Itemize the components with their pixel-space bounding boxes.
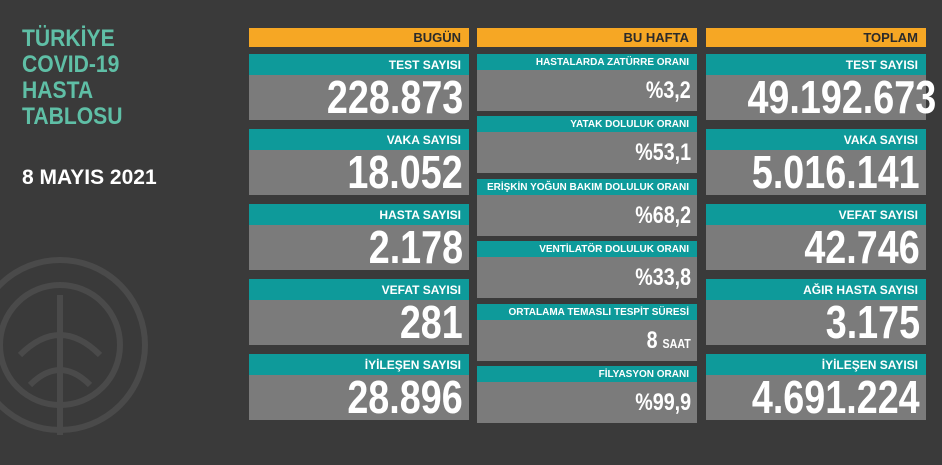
date: 8 MAYIS 2021 — [22, 166, 157, 189]
value-number: 4.691.224 — [752, 371, 920, 423]
value-number: %99,9 — [635, 389, 691, 416]
value-text: 42.746 — [804, 221, 920, 273]
stat-label: ORTALAMA TEMASLI TESPİT SÜRESİ — [477, 303, 697, 320]
column-header: TOPLAM — [706, 28, 926, 47]
value-text: %33,8 — [635, 257, 691, 298]
stat-label: VEFAT SAYISI — [706, 204, 926, 225]
value-number: 3.175 — [825, 296, 920, 348]
value-unit: SAAT — [662, 335, 691, 351]
value-number: 281 — [400, 296, 463, 348]
stat-card: ERİŞKİN YOĞUN BAKIM DOLULUK ORANI %68,2 — [477, 178, 697, 236]
value-text: 18.052 — [347, 146, 463, 198]
stat-label: İYİLEŞEN SAYISI — [249, 354, 469, 375]
value-text: 49.192.673 — [747, 71, 937, 123]
stat-card: FİLYASYON ORANI %99,9 — [477, 366, 697, 423]
stat-value: 2.178 — [249, 221, 469, 273]
stat-value: 228.873 — [249, 71, 469, 123]
value-number: 49.192.673 — [747, 71, 937, 123]
value-number: 28.896 — [347, 371, 463, 423]
stat-value: %99,9 — [477, 382, 697, 423]
value-text: %68,2 — [635, 195, 691, 236]
stat-card: VAKA SAYISI 5.016.141 — [706, 129, 926, 195]
value-number: %3,2 — [646, 77, 691, 104]
stat-value: 42.746 — [706, 221, 926, 273]
value-number: 228.873 — [326, 71, 463, 123]
stat-label: AĞIR HASTA SAYISI — [706, 279, 926, 300]
stat-value: %68,2 — [477, 195, 697, 236]
title-line: COVID-19 — [22, 51, 120, 78]
stat-card: VEFAT SAYISI 42.746 — [706, 204, 926, 270]
stat-value: 8 SAAT — [477, 320, 697, 361]
value-text: 8 SAAT — [647, 320, 691, 364]
stat-label: HASTALARDA ZATÜRRE ORANI — [477, 54, 697, 70]
title-line: TÜRKİYE — [22, 25, 115, 52]
stat-value: 4.691.224 — [706, 371, 926, 423]
value-text: %99,9 — [635, 382, 691, 423]
value-number: 2.178 — [368, 221, 463, 273]
title-line: HASTA — [22, 77, 94, 104]
title: TÜRKİYE COVID-19 HASTA TABLOSU — [22, 26, 136, 130]
value-text: 5.016.141 — [752, 146, 920, 198]
stat-value: 18.052 — [249, 146, 469, 198]
stat-card: VEFAT SAYISI 281 — [249, 279, 469, 345]
stat-label: ERİŞKİN YOĞUN BAKIM DOLULUK ORANI — [477, 178, 697, 195]
value-text: 3.175 — [825, 296, 920, 348]
value-number: 42.746 — [804, 221, 920, 273]
stat-value: %33,8 — [477, 257, 697, 298]
stat-value: %53,1 — [477, 132, 697, 173]
stat-label: HASTA SAYISI — [249, 204, 469, 225]
stat-label: TEST SAYISI — [706, 54, 926, 75]
stat-label: VEFAT SAYISI — [249, 279, 469, 300]
value-text: 28.896 — [347, 371, 463, 423]
value-text: 2.178 — [368, 221, 463, 273]
stat-card: ORTALAMA TEMASLI TESPİT SÜRESİ 8 SAAT — [477, 303, 697, 361]
stat-value: 28.896 — [249, 371, 469, 423]
value-number: %68,2 — [635, 201, 691, 229]
column-header: BU HAFTA — [477, 28, 697, 47]
column-header: BUGÜN — [249, 28, 469, 47]
value-text: 4.691.224 — [752, 371, 920, 423]
stat-card: HASTA SAYISI 2.178 — [249, 204, 469, 270]
title-line: TABLOSU — [22, 103, 123, 130]
stat-card: İYİLEŞEN SAYISI 4.691.224 — [706, 354, 926, 420]
stat-label: VAKA SAYISI — [706, 129, 926, 150]
stat-card: YATAK DOLULUK ORANI %53,1 — [477, 116, 697, 174]
stat-card: TEST SAYISI 228.873 — [249, 54, 469, 120]
stat-label: VENTİLATÖR DOLULUK ORANI — [477, 241, 697, 258]
stat-label: YATAK DOLULUK ORANI — [477, 116, 697, 133]
value-text: %3,2 — [646, 70, 691, 111]
stat-label: TEST SAYISI — [249, 54, 469, 75]
value-text: 228.873 — [326, 71, 463, 123]
stat-card: AĞIR HASTA SAYISI 3.175 — [706, 279, 926, 345]
stat-card: İYİLEŞEN SAYISI 28.896 — [249, 354, 469, 420]
stat-label: İYİLEŞEN SAYISI — [706, 354, 926, 375]
stat-card: VAKA SAYISI 18.052 — [249, 129, 469, 195]
stat-label: FİLYASYON ORANI — [477, 366, 697, 382]
stat-card: TEST SAYISI 49.192.673 — [706, 54, 936, 120]
value-number: %53,1 — [635, 139, 691, 167]
value-number: 18.052 — [347, 146, 463, 198]
value-number: 8 — [646, 326, 658, 354]
stat-label: VAKA SAYISI — [249, 129, 469, 150]
stat-value: %3,2 — [477, 70, 697, 111]
stat-card: HASTALARDA ZATÜRRE ORANI %3,2 — [477, 54, 697, 111]
value-text: %53,1 — [635, 132, 691, 173]
stat-value: 5.016.141 — [706, 146, 926, 198]
emblem — [0, 257, 148, 435]
stat-value: 3.175 — [706, 296, 926, 348]
stat-value: 281 — [249, 296, 469, 348]
value-number: %33,8 — [635, 264, 691, 292]
stat-value: 49.192.673 — [706, 74, 936, 120]
stat-card: VENTİLATÖR DOLULUK ORANI %33,8 — [477, 241, 697, 299]
value-number: 5.016.141 — [752, 146, 920, 198]
value-text: 281 — [400, 296, 463, 348]
